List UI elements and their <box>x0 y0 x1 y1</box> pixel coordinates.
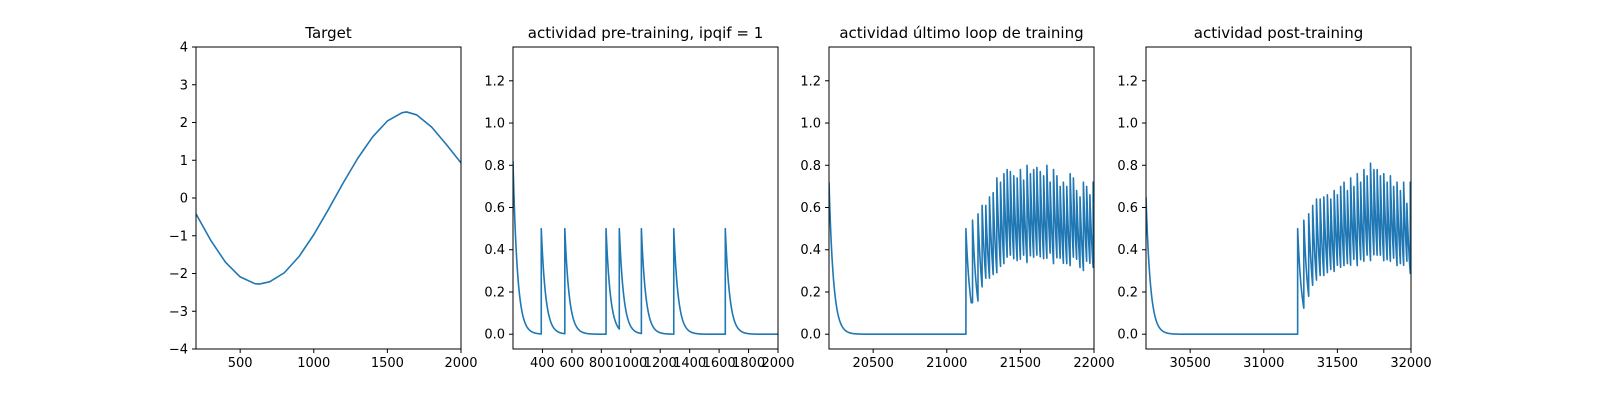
x-tick-label: 21000 <box>926 356 967 371</box>
y-tick-label: −4 <box>169 343 188 358</box>
chart-title: actividad pre-training, ipqif = 1 <box>528 24 764 42</box>
x-tick-label: 30500 <box>1169 356 1210 371</box>
x-tick-label: 1800 <box>732 356 765 371</box>
x-tick-label: 1000 <box>614 356 647 371</box>
x-tick-label: 31000 <box>1243 356 1284 371</box>
y-tick-label: 0.6 <box>800 201 821 216</box>
y-tick-label: −3 <box>169 305 188 320</box>
x-tick-label: 20500 <box>852 356 893 371</box>
x-tick-label: 2000 <box>444 356 477 371</box>
x-tick-label: 21500 <box>1000 356 1041 371</box>
x-tick-label: 31500 <box>1317 356 1358 371</box>
axes-frame <box>828 46 1095 350</box>
chart-title: Target <box>304 24 352 42</box>
y-tick-label: 0.2 <box>800 285 821 300</box>
y-tick-label: 0.8 <box>484 159 505 174</box>
x-tick-label: 600 <box>559 356 584 371</box>
chart-title: actividad post-training <box>1194 24 1363 42</box>
chart-panel-1: 500 1000 1500 2000 −4 −3 −2 −1 0 1 2 3 4 Target <box>169 24 478 371</box>
y-tick-label: 0.0 <box>800 328 821 343</box>
y-tick-label: 0.4 <box>800 243 821 258</box>
x-tick-label: 800 <box>589 356 614 371</box>
x-tick-label: 22000 <box>1073 356 1114 371</box>
axes-frame <box>195 46 462 350</box>
y-tick-label: 1 <box>180 154 188 169</box>
y-tick-label: 0.6 <box>484 201 505 216</box>
y-tick-label: 0.8 <box>1117 159 1138 174</box>
axes-frame <box>1145 46 1412 350</box>
chart-title: actividad último loop de training <box>839 24 1083 42</box>
y-tick-label: 3 <box>180 78 188 93</box>
x-tick-label: 1500 <box>371 356 404 371</box>
x-tick-label: 400 <box>530 356 555 371</box>
chart-panel-4: 30500 31000 31500 32000 0.0 0.2 0.4 0.6 0.8 1.0 1.… <box>1117 24 1431 371</box>
axes-frame <box>512 46 779 350</box>
x-tick-label: 2000 <box>761 356 794 371</box>
x-tick-label: 1600 <box>703 356 736 371</box>
y-tick-label: 0.4 <box>1117 243 1138 258</box>
y-tick-label: 0.0 <box>1117 328 1138 343</box>
y-tick-label: 0.6 <box>1117 201 1138 216</box>
y-tick-label: 0.4 <box>484 243 505 258</box>
x-tick-label: 1200 <box>644 356 677 371</box>
y-tick-label: 1.2 <box>1117 74 1138 89</box>
y-tick-label: −1 <box>169 229 188 244</box>
y-tick-label: 1.0 <box>484 117 505 132</box>
y-tick-label: 0.8 <box>800 159 821 174</box>
y-tick-label: 0 <box>180 192 188 207</box>
x-tick-label: 1000 <box>297 356 330 371</box>
y-tick-label: 4 <box>180 41 188 56</box>
series-line <box>829 164 1094 336</box>
series-line <box>196 111 461 285</box>
chart-panel-3: 20500 21000 21500 22000 0.0 0.2 0.4 0.6 0.8 1.0 1.… <box>800 24 1114 371</box>
y-tick-label: 1.2 <box>800 74 821 89</box>
y-tick-label: 1.0 <box>1117 117 1138 132</box>
x-tick-label: 32000 <box>1390 356 1431 371</box>
y-tick-label: 1.2 <box>484 74 505 89</box>
series-line <box>1146 162 1411 336</box>
y-tick-label: 2 <box>180 116 188 131</box>
y-tick-label: −2 <box>169 267 188 282</box>
series-line <box>513 161 778 336</box>
y-tick-label: 0.0 <box>484 328 505 343</box>
y-tick-label: 1.0 <box>800 117 821 132</box>
y-tick-label: 0.2 <box>484 285 505 300</box>
y-tick-label: 0.2 <box>1117 285 1138 300</box>
x-tick-label: 500 <box>228 356 253 371</box>
x-tick-label: 1400 <box>673 356 706 371</box>
